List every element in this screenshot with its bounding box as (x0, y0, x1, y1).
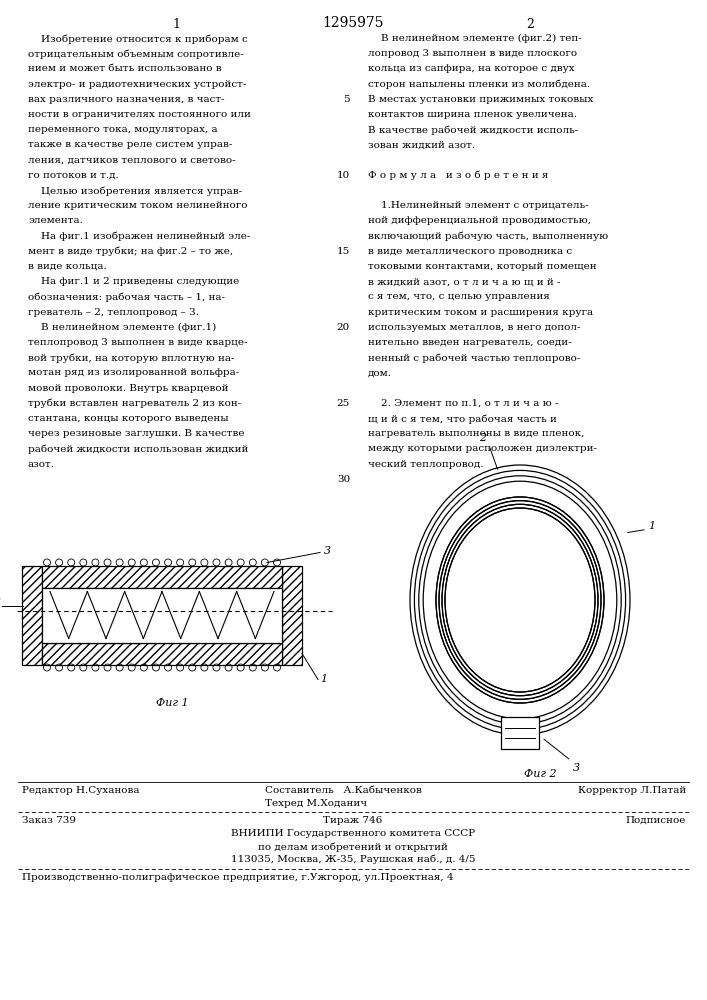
Text: нительно введен нагреватель, соеди-: нительно введен нагреватель, соеди- (368, 338, 572, 347)
Text: Составитель   А.Кабыченков: Составитель А.Кабыченков (265, 786, 422, 795)
Text: 2: 2 (479, 433, 486, 443)
Text: В нелинейном элементе (фиг.2) теп-: В нелинейном элементе (фиг.2) теп- (368, 34, 582, 43)
Text: 1: 1 (172, 18, 180, 31)
Text: нагреватель выполнены в виде пленок,: нагреватель выполнены в виде пленок, (368, 429, 585, 438)
Text: Ф о р м у л а   и з о б р е т е н и я: Ф о р м у л а и з о б р е т е н и я (368, 171, 549, 180)
Text: В качестве рабочей жидкости исполь-: В качестве рабочей жидкости исполь- (368, 125, 578, 135)
Text: 15: 15 (337, 247, 350, 256)
Text: щ и й с я тем, что рабочая часть и: щ и й с я тем, что рабочая часть и (368, 414, 557, 424)
Text: рабочей жидкости использован жидкий: рабочей жидкости использован жидкий (28, 444, 248, 454)
Text: сторон напылены пленки из молибдена.: сторон напылены пленки из молибдена. (368, 80, 590, 89)
Text: 25: 25 (337, 399, 350, 408)
Text: 2: 2 (526, 18, 534, 31)
Text: В местах установки прижимных токовых: В местах установки прижимных токовых (368, 95, 593, 104)
Text: 1: 1 (320, 674, 327, 684)
Text: На фиг.1 и 2 приведены следующие: На фиг.1 и 2 приведены следующие (28, 277, 239, 286)
Text: обозначения: рабочая часть – 1, на-: обозначения: рабочая часть – 1, на- (28, 292, 225, 302)
Text: мотан ряд из изолированной вольфра-: мотан ряд из изолированной вольфра- (28, 368, 239, 377)
Text: в виде металлического проводника с: в виде металлического проводника с (368, 247, 572, 256)
Text: Производственно-полиграфическое предприятие, г.Ужгород, ул.Проектная, 4: Производственно-полиграфическое предприя… (22, 873, 453, 882)
Text: 10: 10 (337, 171, 350, 180)
Text: трубки вставлен нагреватель 2 из кон-: трубки вставлен нагреватель 2 из кон- (28, 399, 241, 408)
Text: теплопровод 3 выполнен в виде кварце-: теплопровод 3 выполнен в виде кварце- (28, 338, 247, 347)
Bar (282, 566, 302, 664)
Text: ненный с рабочей частью теплопрово-: ненный с рабочей частью теплопрово- (368, 353, 580, 363)
Text: ления, датчиков теплового и светово-: ления, датчиков теплового и светово- (28, 156, 235, 165)
Text: Фиг 2: Фиг 2 (524, 769, 556, 779)
Ellipse shape (436, 497, 604, 703)
Text: Изобретение относится к приборам с: Изобретение относится к приборам с (28, 34, 247, 43)
Text: 1: 1 (648, 521, 655, 531)
Text: с я тем, что, с целью управления: с я тем, что, с целью управления (368, 292, 550, 301)
Text: зован жидкий азот.: зован жидкий азот. (368, 140, 475, 149)
Text: Редактор Н.Суханова: Редактор Н.Суханова (22, 786, 139, 795)
Text: 5: 5 (344, 95, 350, 104)
Text: 1295975: 1295975 (322, 16, 384, 30)
Text: 30: 30 (337, 475, 350, 484)
Text: элемента.: элемента. (28, 216, 83, 225)
Text: Корректор Л.Патай: Корректор Л.Патай (578, 786, 686, 795)
Text: дом.: дом. (368, 368, 392, 377)
Text: стантана, концы которого выведены: стантана, концы которого выведены (28, 414, 228, 423)
Bar (42, 566, 282, 587)
Text: кольца из сапфира, на которое с двух: кольца из сапфира, на которое с двух (368, 64, 575, 73)
Text: азот.: азот. (28, 460, 55, 469)
Text: включающий рабочую часть, выполненную: включающий рабочую часть, выполненную (368, 232, 608, 241)
Text: В нелинейном элементе (фиг.1): В нелинейном элементе (фиг.1) (28, 323, 216, 332)
Text: Заказ 739: Заказ 739 (22, 816, 76, 825)
Text: токовыми контактами, который помещен: токовыми контактами, который помещен (368, 262, 597, 271)
Text: лопровод 3 выполнен в виде плоского: лопровод 3 выполнен в виде плоского (368, 49, 577, 58)
Text: критическим током и расширения круга: критическим током и расширения круга (368, 308, 593, 317)
Text: электро- и радиотехнических устройст-: электро- и радиотехнических устройст- (28, 80, 246, 89)
Text: переменного тока, модуляторах, а: переменного тока, модуляторах, а (28, 125, 218, 134)
Text: 3: 3 (573, 763, 580, 773)
Text: 2. Элемент по п.1, о т л и ч а ю -: 2. Элемент по п.1, о т л и ч а ю - (368, 399, 559, 408)
Text: Тираж 746: Тираж 746 (323, 816, 382, 825)
Text: отрицательным объемным сопротивле-: отрицательным объемным сопротивле- (28, 49, 244, 59)
Text: в виде кольца.: в виде кольца. (28, 262, 107, 271)
Text: 20: 20 (337, 323, 350, 332)
Text: ление критическим током нелинейного: ление критическим током нелинейного (28, 201, 247, 210)
Text: вах различного назначения, в част-: вах различного назначения, в част- (28, 95, 225, 104)
Text: также в качестве реле систем управ-: также в качестве реле систем управ- (28, 140, 233, 149)
Text: Подписное: Подписное (626, 816, 686, 825)
Text: через резиновые заглушки. В качестве: через резиновые заглушки. В качестве (28, 429, 245, 438)
Text: нием и может быть использовано в: нием и может быть использовано в (28, 64, 221, 73)
Text: На фиг.1 изображен нелинейный эле-: На фиг.1 изображен нелинейный эле- (28, 232, 250, 241)
Text: Целью изобретения является управ-: Целью изобретения является управ- (28, 186, 242, 196)
Text: 3: 3 (324, 546, 331, 556)
Text: го потоков и т.д.: го потоков и т.д. (28, 171, 119, 180)
Bar (22, 566, 42, 664)
Text: используемых металлов, в него допол-: используемых металлов, в него допол- (368, 323, 580, 332)
Bar (42, 643, 282, 664)
Text: мовой проволоки. Внутрь кварцевой: мовой проволоки. Внутрь кварцевой (28, 384, 228, 393)
Text: ческий теплопровод.: ческий теплопровод. (368, 460, 484, 469)
Text: контактов ширина пленок увеличена.: контактов ширина пленок увеличена. (368, 110, 577, 119)
Ellipse shape (423, 481, 617, 719)
Text: Техред М.Ходанич: Техред М.Ходанич (265, 799, 367, 808)
Text: по делам изобретений и открытий: по делам изобретений и открытий (258, 842, 448, 852)
Bar (42, 587, 282, 643)
Bar (501, 717, 539, 749)
Text: 113035, Москва, Ж-35, Раушская наб., д. 4/5: 113035, Москва, Ж-35, Раушская наб., д. … (230, 855, 475, 864)
Text: вой трубки, на которую вплотную на-: вой трубки, на которую вплотную на- (28, 353, 235, 363)
Text: мент в виде трубки; на фиг.2 – то же,: мент в виде трубки; на фиг.2 – то же, (28, 247, 233, 256)
Text: 1.Нелинейный элемент с отрицатель-: 1.Нелинейный элемент с отрицатель- (368, 201, 589, 210)
Text: Фиг 1: Фиг 1 (156, 698, 188, 708)
Text: греватель – 2, теплопровод – 3.: греватель – 2, теплопровод – 3. (28, 308, 199, 317)
Text: между которыми расположен диэлектри-: между которыми расположен диэлектри- (368, 444, 597, 453)
Text: ной дифференциальной проводимостью,: ной дифференциальной проводимостью, (368, 216, 591, 225)
Text: ВНИИПИ Государственного комитета СССР: ВНИИПИ Государственного комитета СССР (231, 829, 475, 838)
Text: ности в ограничителях постоянного или: ности в ограничителях постоянного или (28, 110, 251, 119)
Text: в жидкий азот, о т л и ч а ю щ и й -: в жидкий азот, о т л и ч а ю щ и й - (368, 277, 561, 286)
